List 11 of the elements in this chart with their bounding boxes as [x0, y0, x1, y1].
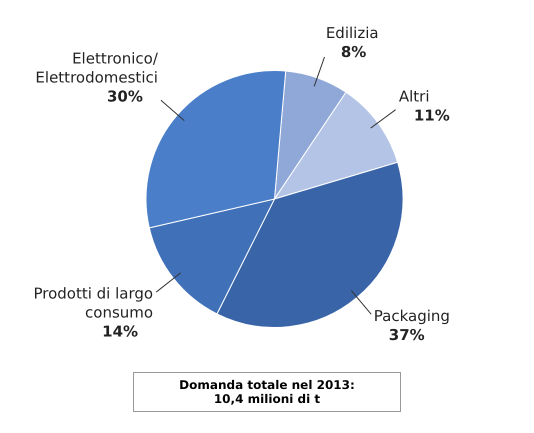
slice-label: Altri — [398, 88, 430, 106]
slice-label: Elettronico/Elettrodomestici — [35, 50, 159, 87]
data-label: 11% — [414, 106, 450, 125]
data-label: 30% — [106, 88, 143, 106]
data-label: 14% — [102, 322, 138, 340]
slice-label: Packaging — [374, 307, 450, 326]
slice-label: Prodotti di largo consumo — [33, 284, 154, 322]
data-label: 8% — [340, 43, 366, 62]
data-label: 37% — [388, 326, 425, 344]
text: Domanda totale nel 2013: 10,4 milioni di t — [133, 372, 401, 412]
slice-label: Edilizia — [326, 24, 379, 42]
